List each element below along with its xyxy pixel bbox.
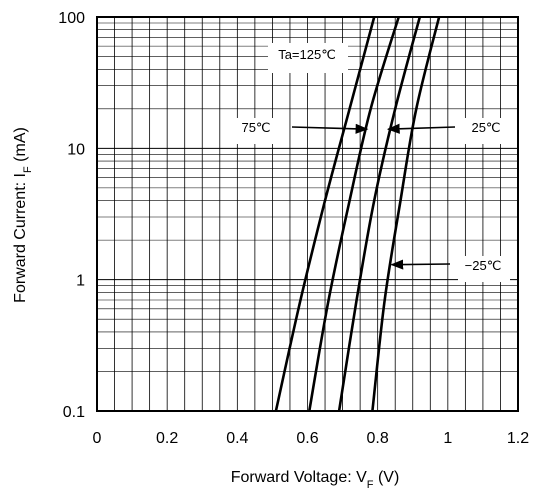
series-curve-0	[274, 16, 376, 412]
annotation-arrow	[386, 123, 456, 134]
y-tick-label: 10	[67, 141, 85, 158]
grid-lines	[96, 17, 519, 412]
annotation-bg	[458, 256, 510, 282]
x-tick-label: 1.2	[507, 430, 529, 447]
annotation-bg	[268, 43, 348, 73]
x-tick-label: 0.2	[156, 430, 178, 447]
annotation-bg	[464, 118, 510, 144]
x-tick-label: 1	[443, 430, 452, 447]
x-tick-label: 0	[93, 430, 102, 447]
x-tick-label: 0.6	[296, 430, 318, 447]
y-axis-title: Forward Current: IF (mA)	[12, 127, 34, 303]
series-curve-1	[308, 16, 400, 412]
plot-frame	[96, 16, 519, 412]
y-tick-label: 1	[76, 273, 85, 290]
annotation-label: Ta=125℃	[278, 47, 336, 62]
series-curves	[274, 16, 441, 412]
y-tick-label: 0.1	[63, 404, 85, 421]
x-axis-title: Forward Voltage: VF (V)	[231, 469, 400, 491]
series-curve-3	[371, 16, 441, 412]
y-tick-label: 100	[58, 10, 85, 27]
annotation-arrow	[390, 259, 451, 270]
annotation-label: 25℃	[471, 120, 500, 135]
x-tick-label: 0.4	[226, 430, 248, 447]
series-curve-2	[337, 16, 422, 412]
annotation-bg	[234, 118, 282, 144]
annotation-label: 75℃	[241, 120, 270, 135]
annotation-arrow	[291, 123, 369, 134]
y-tick-labels: 0.1 1 10 100	[58, 10, 85, 421]
annotations: Ta=125℃ 75℃ 25℃ −25℃	[234, 43, 510, 282]
x-tick-label: 0.8	[367, 430, 389, 447]
annotation-label: −25℃	[465, 258, 502, 273]
x-tick-labels: 0 0.2 0.4 0.6 0.8 1 1.2	[93, 430, 530, 447]
